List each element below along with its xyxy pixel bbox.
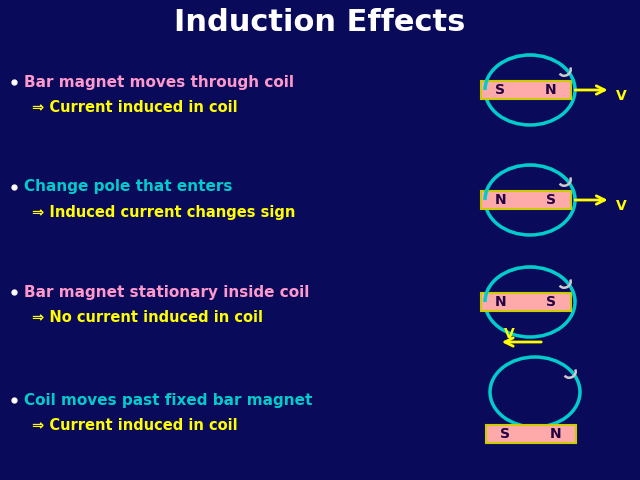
Bar — [486, 425, 575, 443]
Text: S: S — [546, 193, 556, 207]
Bar — [481, 81, 570, 99]
Text: S: S — [500, 427, 510, 441]
Text: Bar magnet moves through coil: Bar magnet moves through coil — [24, 74, 294, 89]
Text: Coil moves past fixed bar magnet: Coil moves past fixed bar magnet — [24, 393, 312, 408]
Text: S: S — [546, 295, 556, 309]
Bar — [481, 191, 570, 209]
Text: S: S — [495, 83, 506, 97]
Text: Change pole that enters: Change pole that enters — [24, 180, 232, 194]
Text: Induction Effects: Induction Effects — [174, 8, 466, 37]
Text: V: V — [616, 89, 627, 103]
Text: Bar magnet stationary inside coil: Bar magnet stationary inside coil — [24, 285, 309, 300]
Text: ⇒ No current induced in coil: ⇒ No current induced in coil — [32, 310, 263, 324]
Text: ⇒ Current induced in coil: ⇒ Current induced in coil — [32, 418, 237, 432]
Text: N: N — [545, 83, 557, 97]
Text: N: N — [495, 193, 506, 207]
Text: ⇒ Induced current changes sign: ⇒ Induced current changes sign — [32, 204, 296, 219]
Text: V: V — [616, 199, 627, 213]
Text: N: N — [550, 427, 561, 441]
Text: N: N — [495, 295, 506, 309]
Bar — [481, 293, 570, 311]
Text: ⇒ Current induced in coil: ⇒ Current induced in coil — [32, 99, 237, 115]
Text: V: V — [504, 327, 515, 341]
